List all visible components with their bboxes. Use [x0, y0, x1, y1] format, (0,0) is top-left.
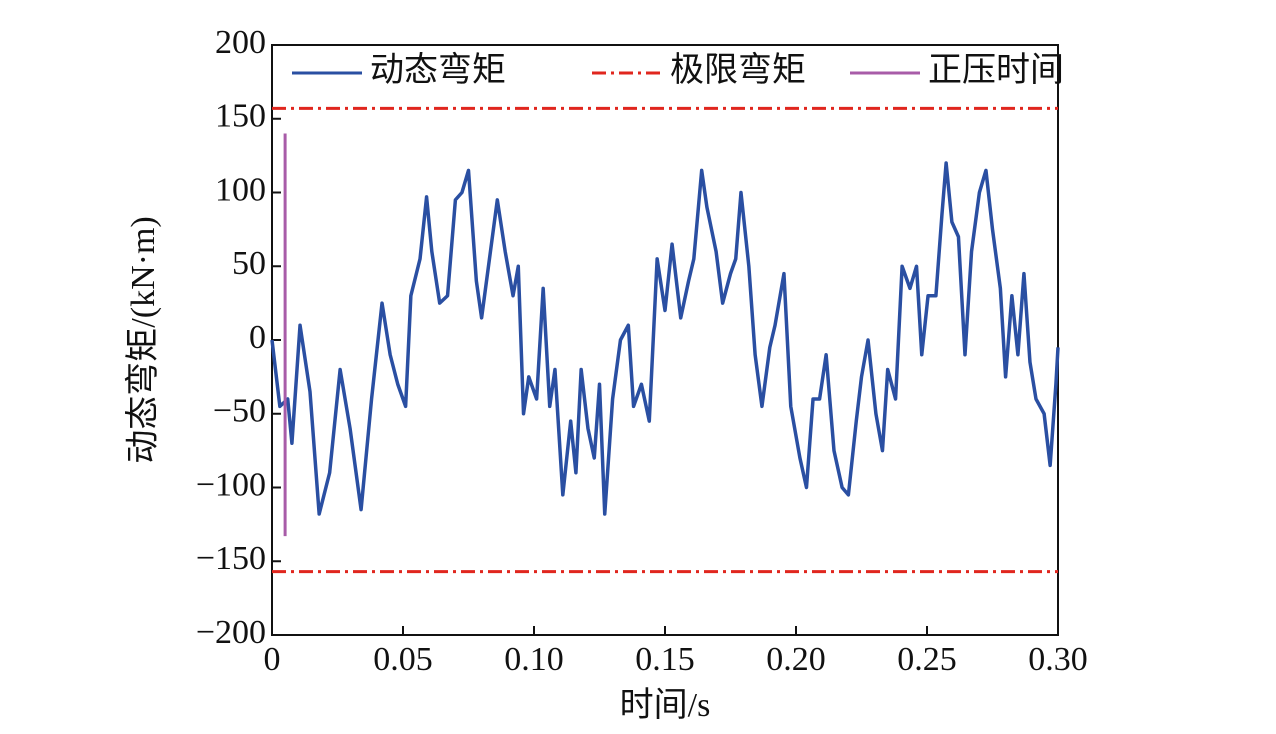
y-tick-label: 0 — [249, 319, 266, 356]
x-tick-label: 0 — [264, 641, 281, 678]
y-tick-label: −200 — [196, 614, 266, 651]
x-axis-label: 时间/s — [620, 687, 711, 724]
y-axis-label: 动态弯矩/(kN·m) — [124, 216, 162, 463]
legend-label: 正压时间 — [928, 52, 1064, 89]
x-tick-label: 0.20 — [766, 641, 826, 678]
y-tick-label: −100 — [196, 466, 266, 503]
x-tick-label: 0.10 — [504, 641, 564, 678]
legend-label: 极限弯矩 — [670, 51, 806, 89]
y-tick-label: −150 — [196, 540, 266, 577]
x-tick-label: 0.25 — [897, 641, 957, 678]
y-tick-label: −50 — [213, 393, 266, 430]
y-tick-label: 100 — [215, 171, 266, 208]
series-line — [270, 161, 1060, 516]
x-tick-label: 0.05 — [373, 641, 433, 678]
y-tick-label: 150 — [215, 98, 266, 135]
plot-frame — [271, 44, 1059, 636]
y-tick-label: 50 — [232, 245, 266, 282]
x-tick-label: 0.15 — [635, 641, 695, 678]
y-tick-label: 200 — [215, 24, 266, 61]
x-tick-label: 0.30 — [1028, 641, 1088, 678]
legend-label: 动态弯矩 — [370, 51, 506, 89]
